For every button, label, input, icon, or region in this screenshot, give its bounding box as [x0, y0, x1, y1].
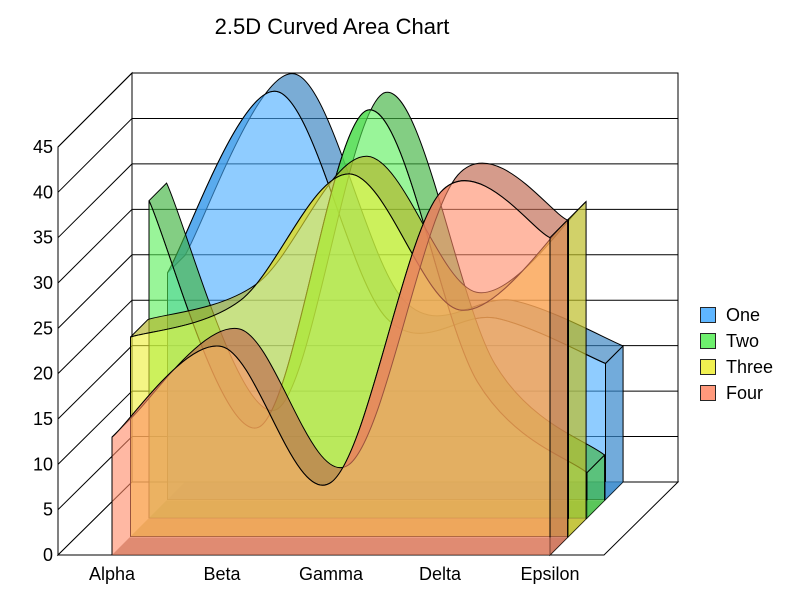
y-tick-label: 40 — [33, 182, 53, 202]
legend-swatch — [700, 333, 716, 349]
legend-swatch — [700, 307, 716, 323]
y-tick-label: 15 — [33, 409, 53, 429]
gridline-left — [57, 390, 133, 465]
series-end-cap — [605, 344, 624, 501]
series-four — [111, 162, 569, 557]
gridline-left — [57, 254, 133, 329]
gridline-left — [57, 299, 133, 375]
gridline-left — [57, 345, 133, 420]
series-base — [112, 537, 568, 555]
legend-entry: Two — [700, 328, 773, 354]
y-tick-label: 20 — [33, 364, 53, 384]
x-tick-label: Delta — [419, 564, 462, 584]
legend-entry: One — [700, 302, 773, 328]
series-end-cap — [568, 200, 587, 538]
legend: One Two Three Four — [700, 302, 773, 406]
legend-label: One — [726, 304, 761, 325]
y-tick-label: 5 — [43, 500, 53, 520]
gridline-left — [57, 72, 133, 148]
series-end-cap — [549, 218, 569, 557]
legend-label: Four — [726, 382, 764, 403]
series-front-face — [111, 180, 551, 556]
gridline-left — [57, 163, 133, 239]
legend-swatch — [700, 385, 716, 401]
y-tick-label: 10 — [33, 454, 53, 474]
gridline-left — [57, 118, 133, 193]
x-tick-label: Epsilon — [520, 564, 579, 584]
y-tick-label: 0 — [43, 545, 53, 565]
legend-label: Two — [726, 330, 760, 351]
legend-entry: Three — [700, 354, 773, 380]
legend-swatch — [700, 359, 716, 375]
legend-label: Three — [726, 356, 774, 377]
y-tick-label: 45 — [33, 137, 53, 157]
y-tick-label: 25 — [33, 318, 53, 338]
chart-title: 2.5D Curved Area Chart — [214, 14, 450, 39]
y-tick-label: 30 — [33, 273, 53, 293]
x-tick-label: Alpha — [89, 564, 136, 584]
legend-entry: Four — [700, 380, 773, 406]
x-tick-label: Beta — [203, 564, 241, 584]
x-tick-label: Gamma — [299, 564, 364, 584]
gridline-left — [57, 208, 133, 284]
y-tick-label: 35 — [33, 228, 53, 248]
